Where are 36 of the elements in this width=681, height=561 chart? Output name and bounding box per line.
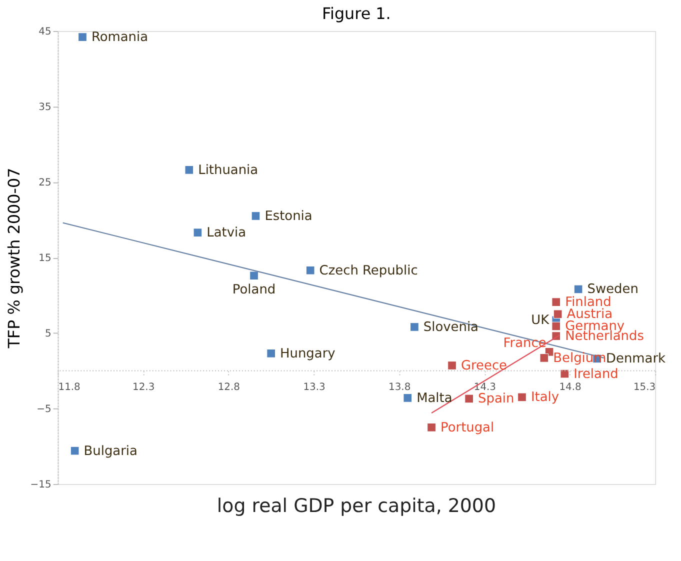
annotation: Denmark (606, 352, 666, 367)
annotation: Latvia (206, 226, 246, 241)
annotation: Spain (478, 392, 514, 407)
y-tick-label: −5 (36, 404, 52, 415)
y-tick-label: 25 (38, 178, 52, 188)
x-tick-label: 12.8 (218, 382, 240, 394)
annotation: Slovenia (423, 320, 478, 335)
annotation: Sweden (587, 282, 638, 298)
x-tick-label: 15.3 (633, 382, 656, 394)
annotation: Romania (91, 30, 148, 46)
annotation: Malta (416, 390, 452, 406)
annotation: UK (531, 313, 550, 328)
x-tick-label: 13.3 (303, 382, 326, 394)
x-tick-label: 14.3 (474, 382, 496, 394)
annotation: Poland (232, 282, 276, 298)
y-tick-label: 45 (38, 26, 52, 38)
annotation: Bulgaria (84, 444, 138, 459)
x-tick-label: 14.8 (559, 382, 582, 394)
y-tick-label: 5 (44, 328, 52, 340)
annotation: Estonia (264, 208, 312, 224)
x-axis-title: log real GDP per capita, 2000 (216, 494, 496, 517)
annotation: Italy (530, 390, 560, 406)
x-tick-label: 11.8 (58, 382, 80, 394)
y-tick-label: 15 (38, 253, 52, 264)
y-axis-title: TFP % growth 2000-07 (4, 168, 24, 350)
annotation: Lithuania (198, 162, 258, 178)
annotation: Hungary (280, 346, 336, 362)
annotation: Portugal (440, 420, 494, 436)
x-tick-label: 12.3 (132, 382, 155, 394)
annotation: Greece (460, 358, 508, 374)
y-tick-label: −15 (30, 480, 52, 490)
chart-title: Figure 1. (322, 4, 391, 24)
x-tick-label: 13.8 (388, 382, 411, 394)
annotation: Ireland (574, 366, 618, 382)
annotation: Czech Republic (319, 263, 418, 278)
y-tick-label: 35 (38, 102, 52, 113)
